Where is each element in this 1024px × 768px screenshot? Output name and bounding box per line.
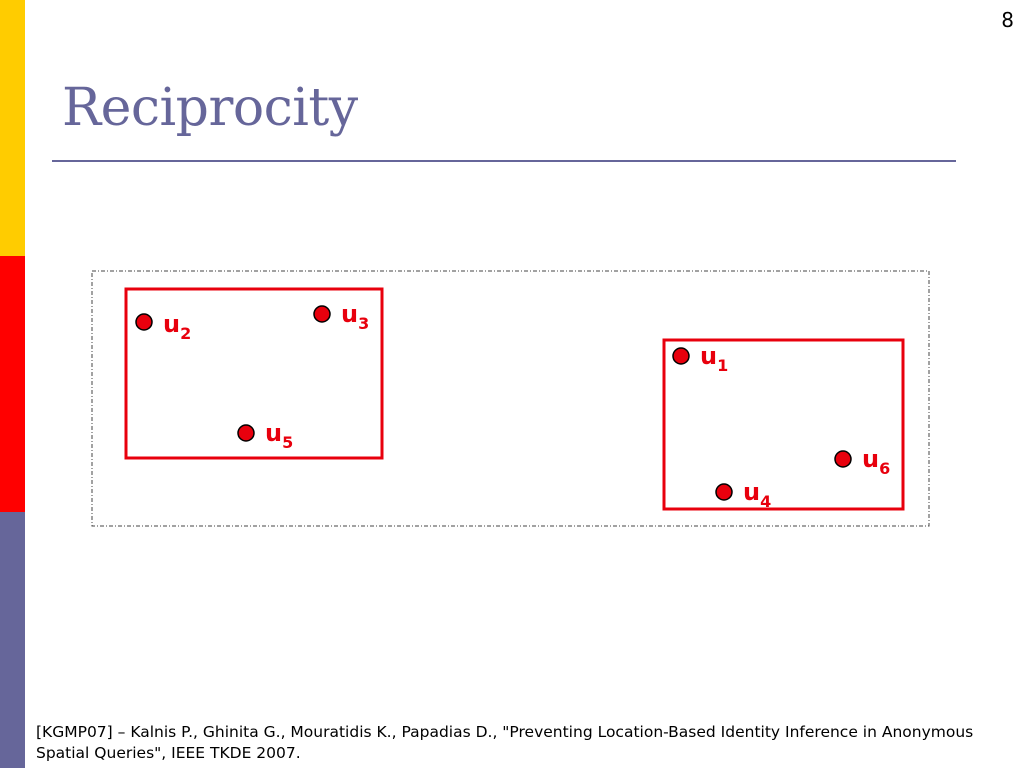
- accent-bar-yellow: [0, 0, 25, 256]
- user-label-subscript: 5: [282, 433, 293, 452]
- user-label-subscript: 6: [879, 459, 890, 478]
- user-label-base: u: [700, 342, 717, 370]
- accent-bar-blue: [0, 512, 25, 768]
- user-u1: u1: [672, 342, 728, 375]
- slide-title: Reciprocity: [62, 78, 358, 138]
- user-label: u4: [743, 478, 771, 511]
- user-label: u1: [700, 342, 728, 375]
- user-label-base: u: [265, 419, 282, 447]
- user-label-base: u: [862, 445, 879, 473]
- user-u4: u4: [715, 478, 771, 511]
- user-point: [672, 347, 690, 365]
- user-u5: u5: [237, 419, 293, 452]
- user-label: u5: [265, 419, 293, 452]
- user-label-base: u: [341, 300, 358, 328]
- user-point: [135, 313, 153, 331]
- slide-number: 8: [1001, 8, 1014, 32]
- user-label-subscript: 2: [180, 324, 191, 343]
- user-label-subscript: 3: [358, 314, 369, 333]
- outer-region-boundary: [91, 270, 930, 527]
- user-label: u6: [862, 445, 890, 478]
- user-label-base: u: [743, 478, 760, 506]
- anonymizing-region-left: [124, 287, 384, 460]
- user-label-subscript: 4: [760, 492, 771, 511]
- citation-footnote: [KGMP07] – Kalnis P., Ghinita G., Mourat…: [36, 723, 974, 762]
- anonymizing-region-right: [662, 338, 905, 511]
- user-u6: u6: [834, 445, 890, 478]
- user-u3: u3: [313, 300, 369, 333]
- accent-bar-red: [0, 256, 25, 512]
- user-point: [834, 450, 852, 468]
- user-label: u3: [341, 300, 369, 333]
- user-label-subscript: 1: [717, 356, 728, 375]
- user-point: [715, 483, 733, 501]
- user-point: [237, 424, 255, 442]
- title-divider: [52, 160, 956, 162]
- user-label-base: u: [163, 310, 180, 338]
- user-u2: u2: [135, 310, 191, 343]
- user-point: [313, 305, 331, 323]
- user-label: u2: [163, 310, 191, 343]
